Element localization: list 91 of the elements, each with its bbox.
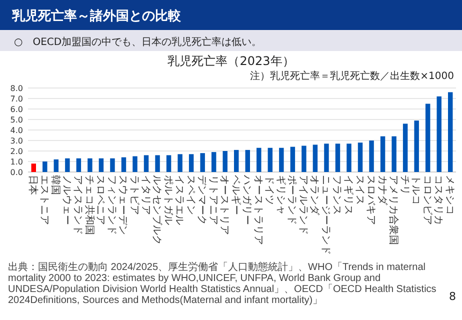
x-tick-label: ポルトガル [162, 175, 174, 225]
bar [279, 148, 284, 172]
x-tick-label: スロバキア [365, 175, 376, 225]
x-tick-label: イスラエル [174, 175, 185, 225]
x-tick-label: ルクセンブルク [151, 175, 164, 245]
x-tick-label: フィンランド [106, 175, 117, 235]
x-tick-label: コスタリカ [432, 175, 444, 225]
text: ○ OECD加盟国の中でも、日本の乳児死亡率は低い。 [14, 36, 262, 49]
x-tick-label: スロベニア [94, 175, 106, 225]
source-note: 出典：国民衛生の動向 2024/2025、厚生労働省「人口動態統計」、WHO「Trends in maternal mortality 2000 to 2023: estimates by WHO,UNICEF, UNFPA, World Bank Group and UNDESA/Population Division World Health Statistics Annual」、OECD「OECD Health Statistics 2024Definitions, Sources and Methods(Maternal and infant mortality)」 [8, 262, 438, 306]
bar [290, 146, 296, 172]
x-tick-label: ラトビア [128, 175, 140, 215]
bar [324, 144, 329, 172]
x-tick-label: アイスランド [72, 175, 84, 235]
bar [448, 92, 453, 172]
x-tick-label: ドイツ [264, 175, 275, 205]
bar [144, 155, 149, 172]
bar [188, 154, 194, 172]
x-tick-label: チリ [398, 175, 410, 195]
x-tick-label: オーストリア [218, 175, 230, 235]
bar [414, 120, 419, 172]
y-tick-label: 7.0 [10, 94, 23, 104]
x-tick-label: チェコ共和国 [83, 175, 96, 235]
bar [402, 124, 408, 172]
bar [436, 96, 442, 172]
bar [98, 158, 104, 172]
y-tick-label: 1.0 [10, 158, 23, 166]
bar [178, 154, 182, 172]
y-tick-label: 5.0 [10, 116, 23, 124]
bar [312, 144, 318, 172]
bar [358, 142, 363, 172]
bar [31, 164, 36, 172]
bar [110, 158, 115, 172]
bar [222, 151, 228, 172]
text: 8 [449, 290, 456, 303]
x-tick-label: スペイン [184, 175, 196, 215]
y-tick-label: 3.0 [10, 136, 23, 146]
x-tick-label: ハンガリー [241, 174, 252, 225]
bar [121, 157, 126, 172]
text: 乳児死亡率～諸外国との比較 [12, 8, 181, 25]
x-tick-label: エストニア [38, 175, 50, 225]
bar [211, 152, 216, 172]
x-tick-label: アメリカ合衆国 [388, 175, 400, 245]
bar [392, 136, 396, 172]
x-tick-label: ニュージーランド [320, 175, 331, 255]
chart-title: 乳児死亡率（2023年） [166, 53, 296, 70]
x-tick-label: デンマーク [196, 175, 208, 225]
bar [335, 144, 340, 172]
x-tick-label: ベルギー [230, 175, 242, 215]
bar [302, 146, 306, 172]
bar [132, 156, 138, 172]
x-tick-label: スイス [354, 175, 365, 205]
x-tick-label: アイルランド [297, 175, 308, 235]
x-tick-label: イタリア [140, 175, 151, 215]
bar [166, 155, 172, 172]
bar [245, 150, 250, 172]
x-tick-label: ポーランド [286, 175, 298, 225]
bar [54, 159, 59, 172]
bar [256, 148, 262, 172]
bar [425, 104, 430, 172]
x-tick-label: リトアニア [207, 175, 218, 225]
x-tick-label: 日本 [27, 175, 40, 195]
x-tick-label: フランス [331, 175, 342, 215]
x-tick-label: ギリシャ [274, 175, 287, 215]
x-tick-label: カナダ [376, 175, 388, 206]
y-tick-label: 0.0 [10, 168, 23, 177]
text: 注）乳児死亡率＝乳児死亡数／出生数×1000 [250, 70, 454, 83]
y-tick-label: 2.0 [10, 147, 23, 156]
x-tick-label: コロンビア [421, 175, 432, 225]
bar [234, 150, 239, 172]
bar [88, 158, 92, 172]
x-tick-label: スウェーデン [117, 175, 128, 235]
bar [200, 153, 205, 172]
bar [346, 144, 352, 172]
bar [369, 140, 374, 172]
x-tick-label: 韓国 [50, 175, 62, 195]
bar [65, 158, 70, 172]
x-tick-label: トルコ [410, 175, 422, 205]
x-tick-label: オーストラリア [252, 175, 264, 245]
bar [76, 158, 82, 172]
x-tick-label: ノルウェー [60, 175, 72, 225]
y-tick-label: 6.0 [10, 105, 23, 114]
x-tick-label: オランダ [308, 175, 321, 216]
y-tick-label: 4.0 [10, 126, 23, 135]
bar [268, 148, 273, 172]
x-tick-label: イギリス [342, 175, 354, 215]
y-tick-label: 8.0 [10, 84, 23, 93]
bar [380, 136, 386, 172]
bar [42, 162, 48, 172]
bar [155, 155, 160, 172]
x-tick-label: メキシコ [444, 175, 455, 215]
